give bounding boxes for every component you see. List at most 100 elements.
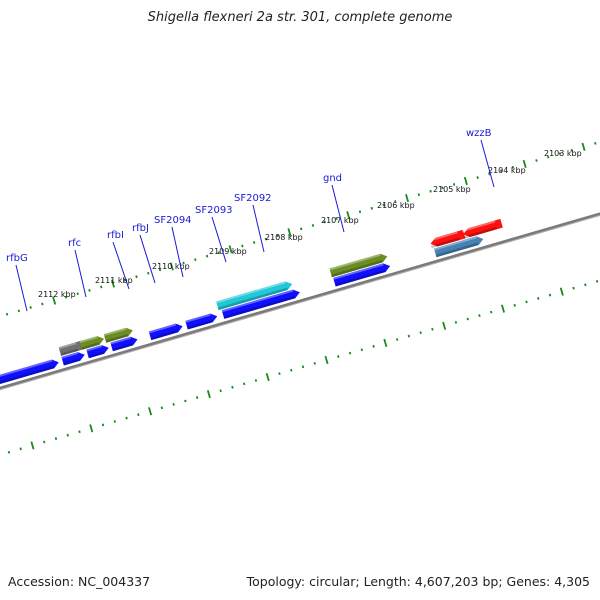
major-tick — [169, 262, 174, 271]
gene-feature-4[interactable] — [103, 326, 134, 343]
major-tick — [228, 245, 233, 254]
gene-feature-16[interactable] — [185, 312, 218, 330]
gene-leader-line — [331, 184, 345, 233]
minor-tick — [370, 206, 373, 210]
major-tick — [89, 424, 94, 433]
major-tick — [346, 211, 351, 220]
gene-leader-line — [112, 241, 130, 290]
minor-tick — [64, 295, 68, 299]
major-tick — [559, 287, 564, 296]
gene-label[interactable]: rfbJ — [132, 223, 149, 234]
minor-tick — [254, 379, 258, 382]
minor-tick — [184, 399, 187, 403]
minor-tick — [17, 309, 21, 313]
minor-tick — [264, 237, 268, 241]
gene-feature-8[interactable] — [461, 218, 503, 239]
minor-tick — [242, 382, 246, 386]
gene-leader-line — [252, 204, 265, 253]
gene-feature-17[interactable] — [221, 288, 301, 319]
major-tick — [463, 176, 468, 186]
minor-tick — [301, 365, 305, 369]
minor-tick — [276, 234, 279, 238]
minor-tick — [360, 348, 364, 352]
kbp-tick-label: 2103 kbp — [544, 149, 582, 158]
minor-tick — [19, 447, 22, 451]
gene-feature-2[interactable] — [58, 340, 85, 356]
major-tick — [522, 159, 527, 168]
gene-leader-line — [15, 264, 28, 312]
minor-tick — [137, 413, 140, 417]
minor-tick — [548, 293, 552, 297]
minor-tick — [429, 189, 432, 193]
gene-feature-11[interactable] — [0, 358, 60, 386]
kbp-tick-label: 2104 kbp — [488, 166, 526, 175]
minor-tick — [490, 310, 493, 314]
gene-label[interactable]: wzzB — [466, 128, 492, 139]
gene-feature-19[interactable] — [433, 235, 485, 258]
gene-label[interactable]: rfbI — [107, 230, 124, 241]
minor-tick — [547, 155, 550, 159]
kbp-tick-label: 2110 kbp — [152, 262, 190, 271]
gene-label[interactable]: SF2092 — [234, 193, 272, 204]
minor-tick — [348, 351, 352, 355]
minor-tick — [78, 430, 81, 434]
minor-tick — [182, 261, 185, 265]
gene-feature-14[interactable] — [110, 335, 138, 352]
kbp-tick-label: 2108 kbp — [265, 233, 303, 242]
minor-tick — [160, 406, 164, 410]
minor-tick — [241, 244, 244, 248]
minor-tick — [101, 423, 105, 427]
gene-feature-13[interactable] — [86, 343, 110, 359]
minor-tick — [419, 331, 422, 335]
gene-feature-12[interactable] — [61, 350, 86, 366]
genome-backbone — [0, 160, 600, 442]
major-tick — [265, 372, 270, 382]
gene-feature-18[interactable] — [333, 262, 391, 287]
genome-summary-text: Topology: circular; Length: 4,607,203 bp… — [246, 574, 590, 589]
gene-label[interactable]: rfc — [68, 238, 81, 249]
minor-tick — [478, 314, 481, 317]
minor-tick — [66, 433, 69, 437]
gene-label[interactable]: rfbG — [6, 253, 28, 264]
minor-tick — [7, 450, 11, 454]
gene-leader-line — [139, 234, 156, 284]
gene-label[interactable]: SF2093 — [195, 205, 233, 216]
gene-leader-line — [74, 249, 87, 298]
minor-tick — [513, 303, 516, 307]
minor-tick — [43, 440, 46, 444]
minor-tick — [217, 251, 221, 255]
major-tick — [324, 355, 329, 365]
minor-tick — [290, 368, 293, 372]
accession-text: Accession: NC_004337 — [8, 574, 151, 589]
gene-feature-6[interactable] — [329, 252, 388, 278]
kbp-tick-label: 2105 kbp — [433, 185, 471, 194]
gene-leader-line — [480, 139, 495, 188]
kbp-tick-label: 2112 kbp — [38, 290, 76, 299]
major-tick — [581, 142, 586, 151]
gene-feature-15[interactable] — [148, 322, 184, 341]
minor-tick — [511, 165, 515, 169]
minor-tick — [394, 200, 397, 203]
minor-tick — [311, 224, 315, 227]
minor-tick — [431, 327, 434, 331]
minor-tick — [41, 302, 44, 306]
gene-label[interactable]: SF2094 — [154, 215, 192, 226]
minor-tick — [466, 317, 469, 321]
minor-tick — [454, 320, 458, 324]
gene-feature-3[interactable] — [79, 334, 106, 350]
minor-tick — [219, 389, 222, 393]
kbp-tick-label: 2109 kbp — [209, 247, 247, 256]
minor-tick — [358, 210, 362, 214]
minor-tick — [570, 148, 573, 152]
minor-tick — [594, 141, 597, 145]
minor-tick — [231, 385, 234, 389]
gene-label[interactable]: gnd — [323, 173, 342, 184]
gene-feature-7[interactable] — [429, 229, 466, 249]
minor-tick — [5, 312, 9, 316]
minor-tick — [372, 344, 375, 348]
minor-tick — [76, 292, 79, 296]
minor-tick — [572, 286, 575, 290]
gene-feature-5[interactable] — [216, 280, 293, 311]
gene-leader-line — [211, 216, 227, 263]
